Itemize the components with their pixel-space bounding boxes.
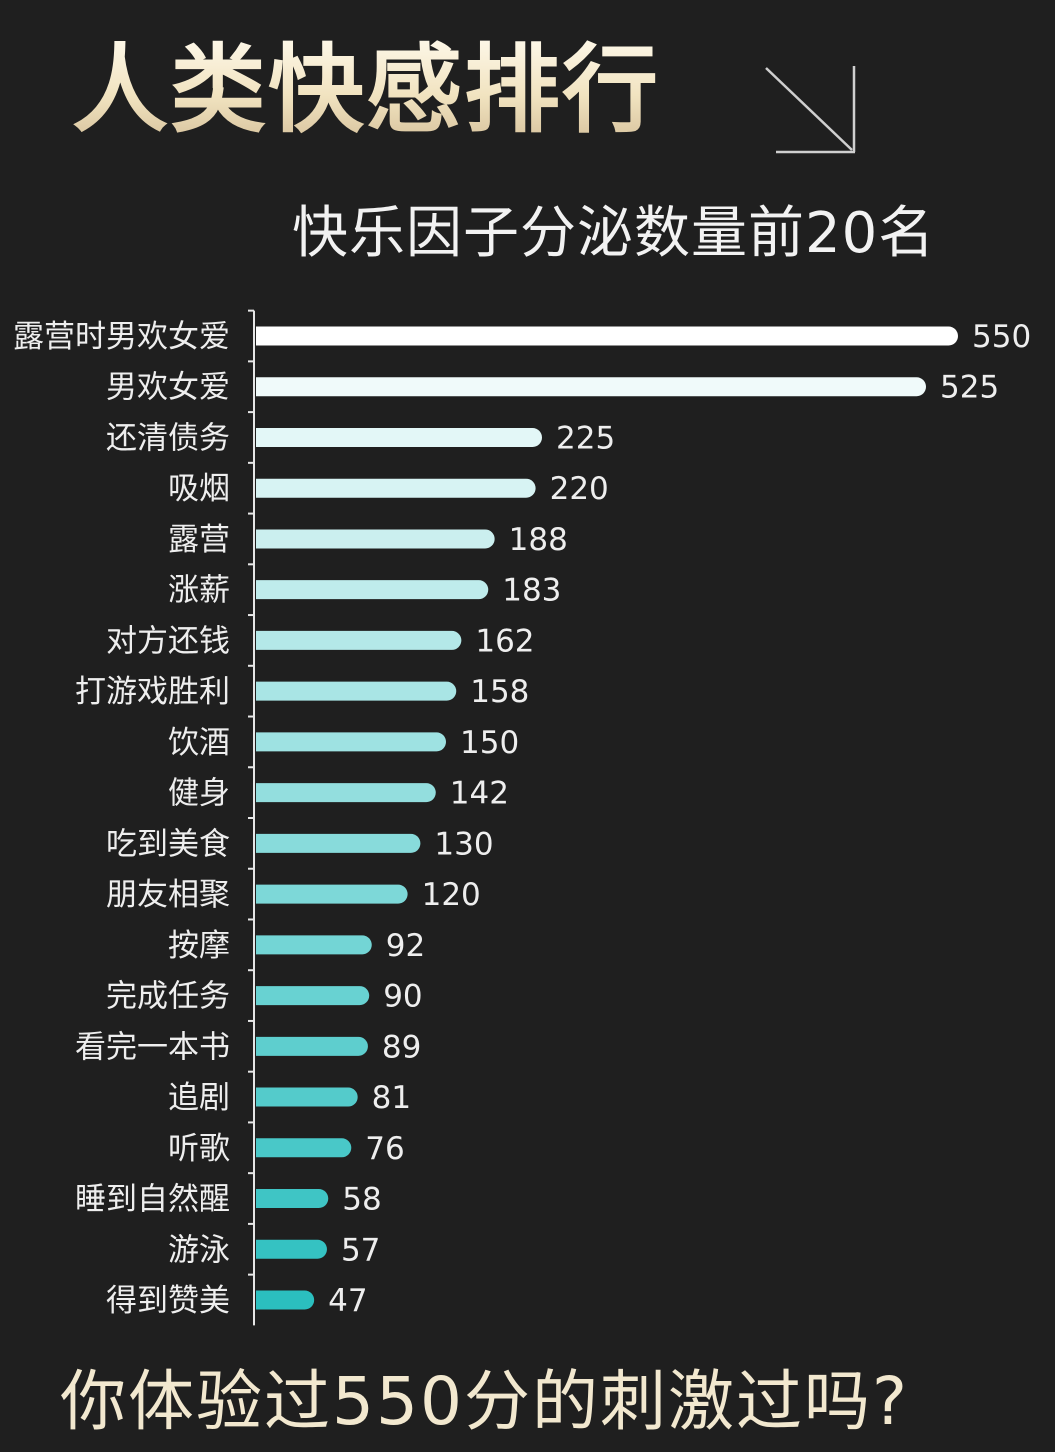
category-label: 露营: [168, 522, 230, 558]
value-label: 76: [365, 1131, 404, 1167]
bar: [256, 884, 408, 904]
bar: [256, 783, 436, 803]
category-label: 按摩: [168, 928, 230, 964]
category-label: 男欢女爱: [106, 370, 230, 406]
category-label: 听歌: [168, 1131, 230, 1167]
category-label: 得到赞美: [106, 1283, 230, 1319]
category-label: 涨薪: [168, 573, 230, 609]
category-label: 游泳: [168, 1232, 230, 1268]
bar: [256, 935, 372, 955]
bar: [256, 478, 536, 498]
value-label: 142: [450, 776, 509, 812]
chart-subtitle: 快乐因子分泌数量前20名: [292, 201, 936, 266]
value-label: 550: [972, 319, 1031, 355]
value-label: 120: [422, 877, 481, 913]
bar: [256, 681, 457, 701]
category-label: 吃到美食: [106, 826, 230, 862]
bar: [256, 1087, 358, 1107]
bar: [256, 326, 959, 346]
bar: [256, 427, 542, 447]
bar: [256, 1290, 315, 1310]
category-label: 追剧: [168, 1080, 230, 1116]
value-label: 57: [341, 1232, 380, 1268]
category-label: 吸烟: [168, 471, 230, 507]
bar: [256, 1189, 329, 1209]
value-label: 220: [550, 471, 609, 507]
footer-question: 你体验过550分的刺激过吗?: [60, 1363, 910, 1440]
value-label: 58: [342, 1182, 381, 1218]
category-label: 露营时男欢女爱: [13, 319, 230, 355]
value-label: 90: [383, 979, 422, 1015]
bar: [256, 529, 495, 549]
arrow-down-right-icon: [765, 66, 856, 154]
value-label: 130: [434, 826, 493, 862]
category-label: 还清债务: [106, 420, 230, 456]
category-label: 打游戏胜利: [75, 674, 230, 710]
category-label: 饮酒: [168, 725, 230, 761]
value-label: 92: [386, 928, 425, 964]
bar: [256, 833, 421, 853]
value-label: 525: [940, 370, 999, 406]
value-label: 81: [372, 1080, 411, 1116]
category-label: 睡到自然醒: [75, 1182, 230, 1218]
value-label: 188: [509, 522, 568, 558]
bar: [256, 630, 462, 650]
value-label: 150: [460, 725, 519, 761]
value-label: 162: [475, 623, 534, 659]
category-label: 完成任务: [106, 979, 230, 1015]
bar: [256, 1036, 368, 1056]
value-label: 158: [470, 674, 529, 710]
category-label: 健身: [168, 776, 230, 812]
value-label: 183: [502, 573, 561, 609]
value-label: 47: [328, 1283, 367, 1319]
bar: [256, 377, 926, 397]
bar: [256, 1239, 327, 1259]
value-label: 225: [556, 420, 615, 456]
category-label: 看完一本书: [75, 1029, 230, 1065]
page-title: 人类快感排行: [72, 34, 660, 146]
bar: [256, 580, 489, 600]
bar: [256, 732, 446, 752]
category-label: 朋友相聚: [106, 877, 230, 913]
bar: [256, 1138, 352, 1158]
category-label: 对方还钱: [106, 623, 230, 659]
bar: [256, 986, 370, 1006]
value-label: 89: [382, 1029, 421, 1065]
